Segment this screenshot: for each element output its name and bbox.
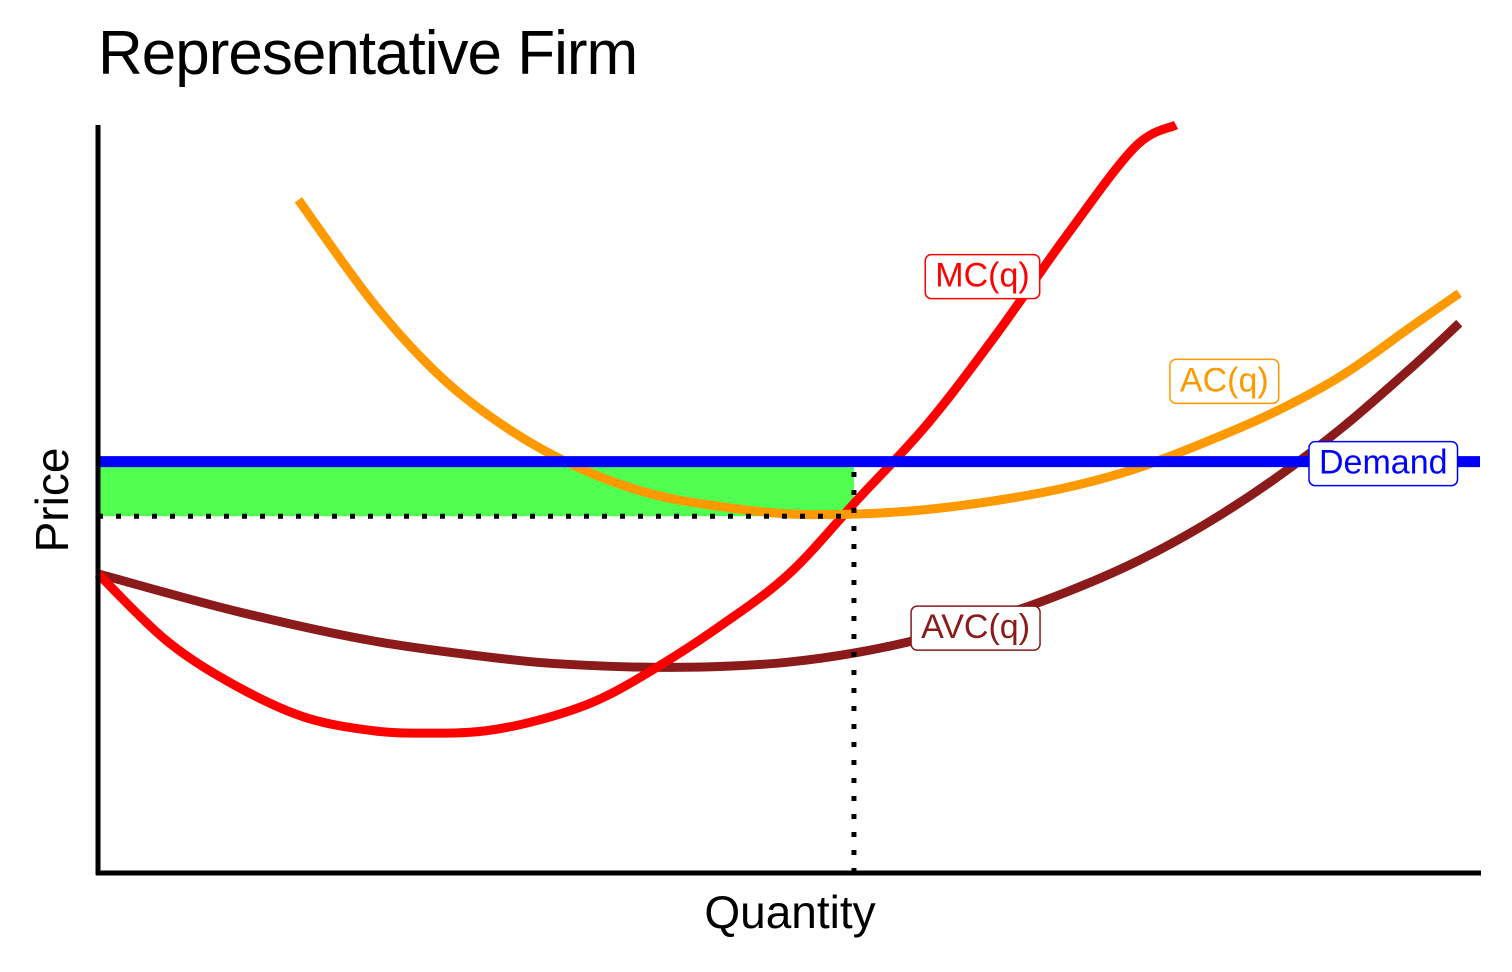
series-line-avc-q	[96, 319, 1463, 672]
series-label-box	[924, 253, 1041, 300]
series-line-mc-q	[94, 120, 1179, 738]
series-label-demand: Demand	[1308, 440, 1459, 487]
series-label-text: AC(q)	[1180, 361, 1269, 399]
series-label-box	[1169, 358, 1280, 405]
x-axis-label: Quantity	[704, 886, 875, 938]
series-label-mc-q: MC(q)	[924, 253, 1041, 300]
series-label-text: AVC(q)	[921, 608, 1030, 646]
series-label-avc-q: AVC(q)	[910, 605, 1041, 651]
y-axis-label: Price	[26, 448, 78, 553]
series-label-ac-q: AC(q)	[1169, 358, 1280, 405]
series-layer	[94, 120, 1480, 738]
series-label-box	[910, 605, 1041, 651]
series-label-box	[1308, 440, 1459, 487]
series-label-text: MC(q)	[935, 257, 1029, 295]
reference-lines-layer	[98, 461, 857, 873]
chart-title: Representative Firm	[98, 19, 638, 88]
series-label-text: Demand	[1319, 444, 1448, 482]
series-labels-layer: MC(q) AC(q) AVC(q) Demand	[910, 253, 1459, 651]
series-line-ac-q	[294, 197, 1462, 520]
